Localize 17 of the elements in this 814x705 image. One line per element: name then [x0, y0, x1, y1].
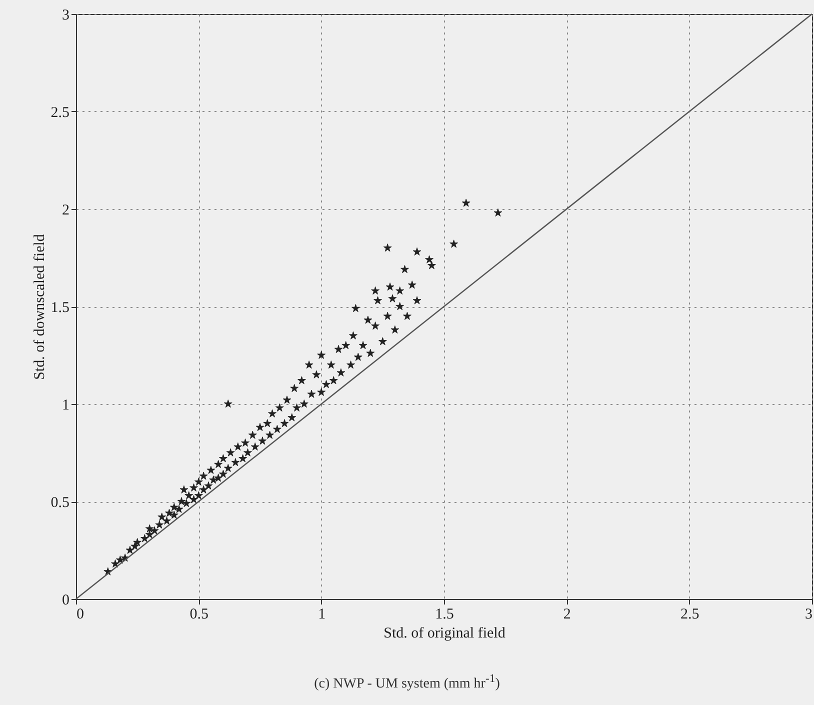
x-tick-label: 2.5: [680, 606, 700, 622]
y-tick-label: 1.5: [50, 300, 70, 316]
x-axis-title: Std. of original field: [384, 626, 506, 642]
y-tick-label: 0: [62, 592, 70, 608]
y-tick-label: 2: [62, 202, 70, 218]
x-tick-label: 1: [318, 606, 326, 622]
y-tick-label: 0.5: [50, 495, 70, 511]
x-tick-label: 0.5: [190, 606, 209, 622]
y-tick-label: 2.5: [50, 105, 70, 121]
y-tick-label: 1: [62, 398, 70, 414]
x-tick-label: 1.5: [435, 606, 454, 622]
x-tick-label: 2: [563, 606, 571, 622]
text: (c) NWP - UM system (mm hr$^{-1}$): [313, 672, 501, 693]
x-tick-label: 3: [805, 606, 812, 622]
y-axis-title: Std. of downscaled field: [32, 234, 48, 380]
x-tick-label: 0: [76, 606, 84, 622]
y-tick-label: 3: [62, 8, 70, 24]
